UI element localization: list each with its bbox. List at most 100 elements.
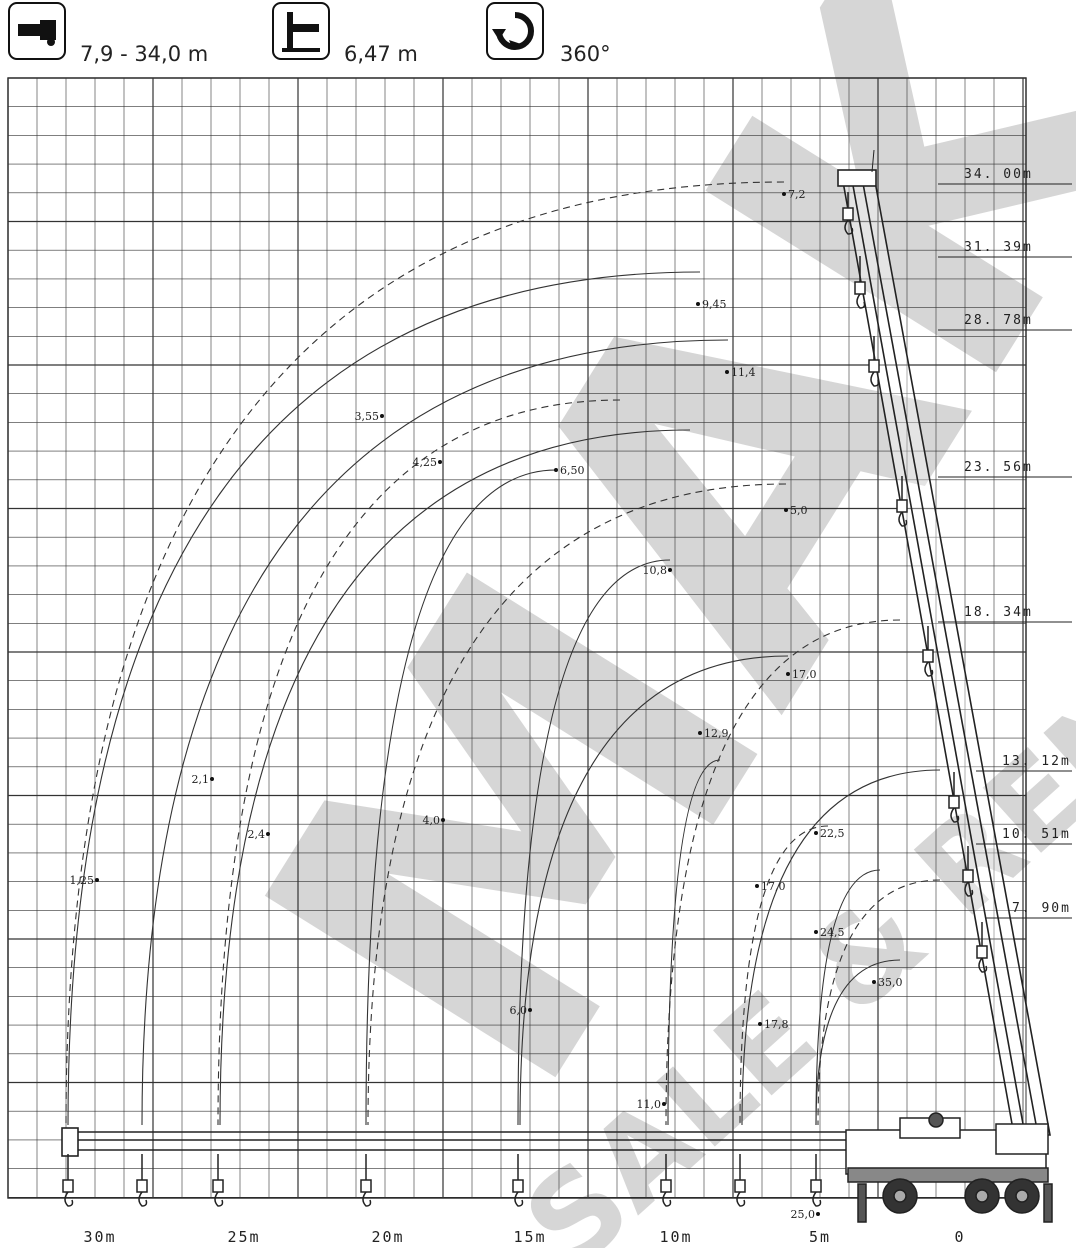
- load-point-label: 3,55: [355, 410, 380, 423]
- load-point-label: 2,1: [192, 773, 210, 786]
- load-point: 17,8: [758, 1018, 789, 1031]
- spec-boom-length-value: 7,9 - 34,0 m: [80, 42, 209, 66]
- load-points: 7,2 9,45 11,4 3,55 4,25 6,50 5,0 10,8 17,0 12,9 2,…: [70, 188, 903, 1221]
- height-label-text: 23. 56m: [964, 460, 1033, 475]
- load-curves: [65, 181, 941, 1126]
- height-label-text: 10. 51m: [1002, 827, 1071, 842]
- load-point-dot: [782, 192, 786, 196]
- load-point-dot: [696, 302, 700, 306]
- load-point-dot: [816, 1212, 820, 1216]
- height-label: 13. 12m: [976, 754, 1072, 772]
- load-point: 6,50: [554, 464, 585, 477]
- load-curve: [667, 759, 721, 1126]
- crane-truck: [845, 1112, 1053, 1223]
- load-point: 5,0: [784, 504, 808, 517]
- load-point-dot: [668, 568, 672, 572]
- load-point: 7,2: [782, 188, 806, 201]
- x-axis-tick-label: 25m: [227, 1228, 260, 1246]
- x-axis-tick-label: 15m: [513, 1228, 546, 1246]
- load-curve: [141, 339, 729, 1126]
- load-point-dot: [662, 1102, 666, 1106]
- load-curve: [519, 655, 789, 1126]
- load-point-dot: [380, 414, 384, 418]
- boom-hooks: [842, 192, 988, 973]
- load-point-label: 22,5: [820, 827, 845, 840]
- load-point-dot: [528, 1008, 532, 1012]
- load-point: 35,0: [872, 976, 903, 989]
- load-point-dot: [814, 930, 818, 934]
- load-point-dot: [698, 731, 702, 735]
- load-point: 2,1: [192, 773, 214, 786]
- load-point-dot: [554, 468, 558, 472]
- x-axis-tick-label: 20m: [371, 1228, 404, 1246]
- ground-hooks: [62, 1154, 822, 1207]
- spec-jib-offset-value: 6,47 m: [344, 42, 418, 66]
- load-point-dot: [872, 980, 876, 984]
- height-label-text: 13. 12m: [1002, 754, 1071, 769]
- load-point-label: 6,50: [560, 464, 585, 477]
- load-point-label: 25,0: [791, 1208, 816, 1221]
- crane-boom: [837, 149, 1051, 1136]
- jib-offset-icon: [272, 2, 330, 60]
- load-point-label: 11,4: [731, 366, 756, 379]
- load-point-label: 12,9: [704, 727, 729, 740]
- height-label: 18. 34m: [938, 605, 1072, 623]
- load-point: 11,0: [637, 1098, 666, 1111]
- load-point-label: 17,0: [761, 880, 786, 893]
- load-point-dot: [725, 370, 729, 374]
- height-label: 28. 78m: [938, 313, 1072, 331]
- load-point-dot: [784, 508, 788, 512]
- x-axis: 30m 25m 20m 15m 10m 5m 0: [83, 1228, 963, 1246]
- load-point-label: 17,0: [792, 668, 817, 681]
- height-label: 34. 00m: [938, 167, 1072, 185]
- load-point-label: 24,5: [820, 926, 845, 939]
- load-point-dot: [95, 878, 99, 882]
- boom-length-icon: [8, 2, 66, 60]
- load-curve: [739, 825, 829, 1126]
- load-point-dot: [814, 831, 818, 835]
- load-point-label: 7,2: [788, 188, 806, 201]
- load-point-dot: [438, 460, 442, 464]
- load-curve: [367, 483, 787, 1126]
- load-point-label: 4,0: [423, 814, 441, 827]
- load-point: 1,25: [70, 874, 99, 887]
- load-point-dot: [266, 832, 270, 836]
- load-point-dot: [210, 777, 214, 781]
- load-point-label: 1,25: [70, 874, 95, 887]
- height-labels: 34. 00m 31. 39m 28. 78m 23. 56m 18. 34m 13. 1…: [938, 167, 1072, 919]
- load-point: 17,0: [755, 880, 786, 893]
- spec-rotation-value: 360°: [560, 42, 611, 66]
- load-point-label: 5,0: [790, 504, 808, 517]
- load-point-label: 6,0: [510, 1004, 528, 1017]
- load-point: 3,55: [355, 410, 384, 423]
- load-point: 4,25: [413, 456, 442, 469]
- height-label-text: 18. 34m: [964, 605, 1033, 620]
- load-point: 25,0: [791, 1208, 820, 1221]
- load-point: 4,0: [423, 814, 445, 827]
- load-point-label: 11,0: [637, 1098, 662, 1111]
- load-point-dot: [786, 672, 790, 676]
- rotation-icon: [486, 2, 544, 60]
- x-axis-tick-label: 10m: [659, 1228, 692, 1246]
- load-point: 10,8: [643, 564, 672, 577]
- height-label-text: 28. 78m: [964, 313, 1033, 328]
- load-curve: [219, 429, 691, 1126]
- x-axis-tick-label: 5m: [809, 1228, 831, 1246]
- load-point: 11,4: [725, 366, 756, 379]
- load-curve: [741, 769, 941, 1126]
- height-label: 10. 51m: [976, 827, 1072, 845]
- load-curve: [517, 559, 671, 1126]
- load-point: 24,5: [814, 926, 845, 939]
- height-label-text: 34. 00m: [964, 167, 1033, 182]
- load-point-label: 10,8: [643, 564, 668, 577]
- load-curve: [365, 469, 557, 1126]
- grid: [7, 77, 1026, 1198]
- load-point: 22,5: [814, 827, 845, 840]
- load-point-dot: [441, 818, 445, 822]
- load-curve: [217, 399, 621, 1126]
- height-label-text: 31. 39m: [964, 240, 1033, 255]
- load-curve: [815, 959, 901, 1126]
- load-point: 2,4: [248, 828, 270, 841]
- load-point-label: 9,45: [702, 298, 727, 311]
